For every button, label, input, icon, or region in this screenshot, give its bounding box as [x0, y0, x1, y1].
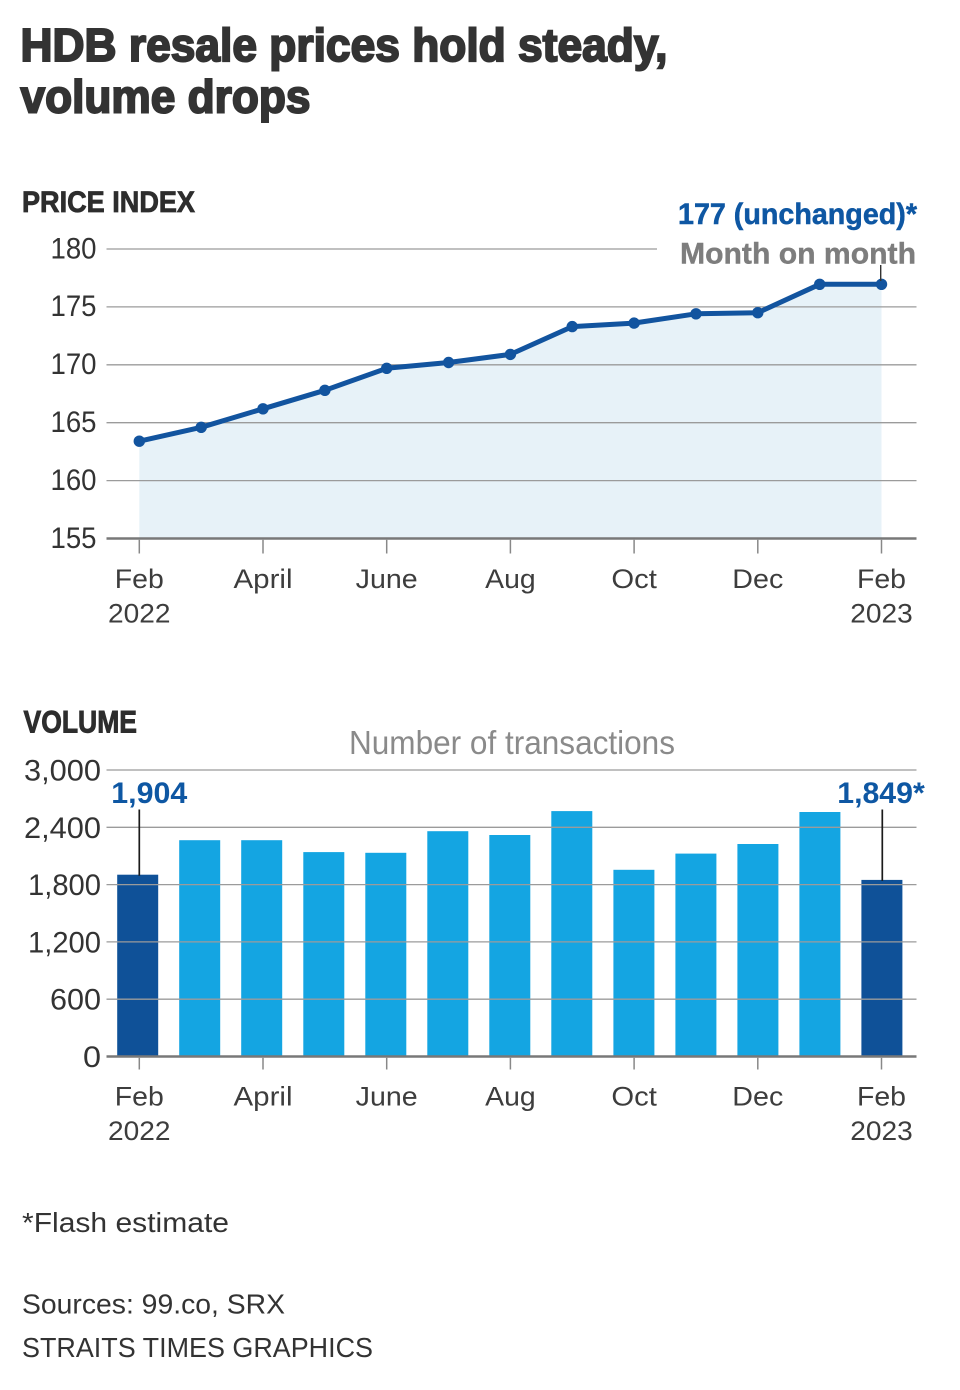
svg-text:Aug: Aug: [485, 1082, 536, 1112]
svg-text:HDB resale prices hold steady,: HDB resale prices hold steady,: [21, 19, 668, 71]
svg-text:2023: 2023: [850, 599, 913, 629]
svg-text:2,400: 2,400: [24, 812, 101, 845]
svg-text:2023: 2023: [850, 1116, 913, 1146]
svg-text:175: 175: [51, 290, 97, 323]
svg-text:Dec: Dec: [732, 1082, 783, 1112]
svg-text:3,000: 3,000: [24, 755, 101, 788]
svg-text:170: 170: [51, 348, 97, 381]
svg-text:VOLUME: VOLUME: [24, 704, 138, 740]
svg-text:160: 160: [51, 464, 97, 497]
svg-text:April: April: [234, 564, 293, 594]
svg-text:155: 155: [51, 522, 97, 555]
svg-text:177 (unchanged)*: 177 (unchanged)*: [678, 198, 917, 231]
svg-text:Month on month: Month on month: [680, 238, 916, 271]
svg-text:April: April: [234, 1082, 293, 1112]
svg-text:Sources: 99.co, SRX: Sources: 99.co, SRX: [22, 1289, 285, 1320]
svg-text:STRAITS TIMES GRAPHICS: STRAITS TIMES GRAPHICS: [22, 1332, 373, 1363]
svg-text:Oct: Oct: [611, 564, 657, 594]
svg-text:Aug: Aug: [485, 564, 536, 594]
svg-text:1,800: 1,800: [28, 869, 101, 902]
svg-text:June: June: [356, 1082, 418, 1112]
svg-text:600: 600: [50, 984, 101, 1017]
svg-text:2022: 2022: [108, 1116, 171, 1146]
svg-text:180: 180: [51, 232, 97, 265]
svg-text:PRICE INDEX: PRICE INDEX: [22, 186, 195, 219]
svg-text:Oct: Oct: [611, 1082, 657, 1112]
svg-text:Feb: Feb: [115, 564, 164, 594]
svg-text:Dec: Dec: [732, 564, 783, 594]
svg-text:*Flash estimate: *Flash estimate: [22, 1207, 229, 1238]
svg-text:0: 0: [83, 1041, 101, 1074]
svg-text:Feb: Feb: [857, 1082, 906, 1112]
svg-text:Feb: Feb: [857, 564, 906, 594]
svg-text:Number of transactions: Number of transactions: [349, 725, 675, 762]
svg-text:June: June: [356, 564, 418, 594]
svg-text:2022: 2022: [108, 599, 171, 629]
svg-text:Feb: Feb: [115, 1082, 164, 1112]
svg-text:1,200: 1,200: [28, 926, 101, 959]
svg-text:1,904: 1,904: [111, 777, 188, 810]
svg-text:1,849*: 1,849*: [837, 777, 925, 810]
svg-text:volume drops: volume drops: [21, 71, 311, 123]
svg-text:165: 165: [51, 406, 97, 439]
